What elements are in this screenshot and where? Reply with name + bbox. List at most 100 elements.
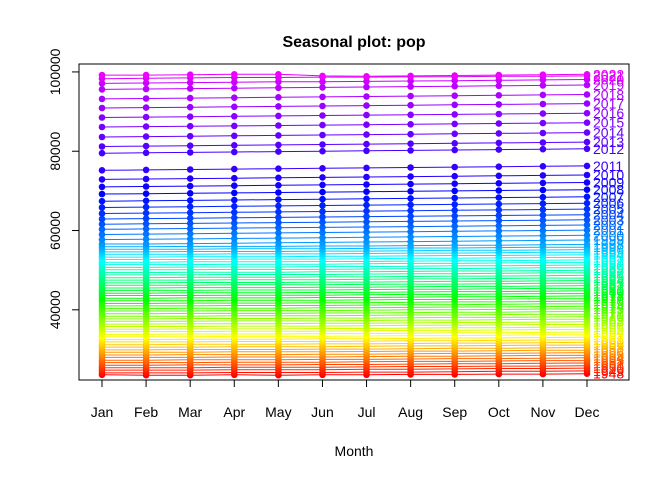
data-point-2014-Sep bbox=[451, 130, 459, 138]
series-line-1968 bbox=[102, 321, 588, 325]
data-point-1999-Apr bbox=[231, 239, 238, 247]
data-point-2011-Jun bbox=[319, 165, 326, 172]
data-point-2009-Apr bbox=[231, 182, 238, 189]
series-line-2008 bbox=[101, 189, 588, 195]
series-line-1960 bbox=[102, 341, 588, 346]
year-label-1961: 1961 bbox=[593, 332, 624, 348]
series-line-1954 bbox=[102, 357, 588, 361]
year-label-1965: 1965 bbox=[593, 322, 624, 338]
data-point-2010-Feb bbox=[142, 175, 150, 183]
data-point-2016-Apr bbox=[231, 113, 238, 120]
data-point-2011-Jan bbox=[98, 167, 106, 174]
data-point-2010-Dec bbox=[583, 171, 591, 179]
data-point-2014-Mar bbox=[186, 132, 194, 140]
data-point-2019-Apr bbox=[231, 84, 238, 92]
year-label-1999: 1999 bbox=[593, 232, 624, 248]
data-point-2020-Jan bbox=[98, 80, 106, 87]
data-point-2015-Oct bbox=[495, 120, 503, 127]
data-point-2008-Sep bbox=[451, 187, 459, 195]
series-line-1955 bbox=[102, 354, 587, 358]
x-tick-label-Jan: Jan bbox=[91, 404, 114, 420]
year-label-1966: 1966 bbox=[593, 319, 624, 335]
data-point-2016-Jun bbox=[319, 112, 326, 119]
data-point-2015-Nov bbox=[539, 119, 547, 127]
series-line-1965 bbox=[102, 329, 587, 333]
data-point-2007-Sep bbox=[451, 194, 459, 202]
data-point-2006-Jun bbox=[319, 202, 326, 209]
data-point-2014-May bbox=[275, 132, 282, 139]
data-point-2006-Nov bbox=[539, 200, 547, 207]
data-point-2004-May bbox=[275, 214, 282, 221]
data-point-2000-Jun bbox=[319, 234, 326, 241]
x-tick-label-Sep: Sep bbox=[442, 404, 467, 420]
data-point-2005-Mar bbox=[186, 209, 194, 216]
data-point-2019-Jun bbox=[319, 84, 326, 91]
data-point-1999-Nov bbox=[539, 237, 547, 244]
data-point-2007-Feb bbox=[142, 197, 150, 205]
series-line-1992 bbox=[102, 259, 588, 263]
series-line-1998 bbox=[102, 243, 588, 248]
data-point-2015-Dec bbox=[583, 119, 591, 126]
data-point-2013-Dec bbox=[583, 138, 591, 146]
data-point-2010-Oct bbox=[495, 172, 503, 180]
data-point-2016-Nov bbox=[539, 110, 547, 117]
data-point-2022-Oct bbox=[495, 71, 503, 79]
series-line-2001 bbox=[101, 229, 588, 235]
series-points bbox=[98, 71, 591, 379]
series-line-2000 bbox=[101, 234, 588, 241]
data-point-2012-Aug bbox=[407, 147, 414, 154]
data-point-2009-Aug bbox=[407, 180, 414, 188]
series-line-1972 bbox=[102, 310, 588, 315]
data-point-2019-May bbox=[275, 84, 282, 92]
series-line-1969 bbox=[102, 318, 587, 322]
data-point-2017-Oct bbox=[495, 101, 503, 108]
x-tick-label-Jul: Jul bbox=[358, 404, 376, 420]
data-point-2014-Feb bbox=[142, 133, 150, 140]
data-point-2003-Mar bbox=[186, 220, 194, 227]
data-point-2009-Jun bbox=[319, 181, 326, 189]
data-point-2012-Nov bbox=[539, 145, 547, 153]
year-label-2007: 2007 bbox=[593, 189, 624, 205]
data-point-2010-Nov bbox=[539, 172, 547, 179]
series-line-1990 bbox=[102, 264, 588, 268]
data-point-2011-Nov bbox=[539, 163, 547, 170]
series-line-2003 bbox=[101, 219, 588, 225]
data-point-2002-Sep bbox=[451, 222, 459, 230]
x-tick-label-Mar: Mar bbox=[178, 404, 202, 420]
series-line-1948 bbox=[101, 373, 588, 376]
year-label-2014: 2014 bbox=[593, 125, 624, 141]
data-point-2011-Sep bbox=[451, 163, 459, 171]
series-line-2002 bbox=[101, 224, 588, 230]
data-point-2010-Aug bbox=[407, 173, 414, 180]
data-point-2013-Aug bbox=[407, 140, 414, 147]
data-point-2001-Feb bbox=[142, 230, 150, 238]
data-point-2019-Feb bbox=[142, 85, 150, 93]
series-line-2019 bbox=[101, 84, 588, 90]
data-point-2015-Aug bbox=[407, 121, 414, 128]
data-point-1999-Sep bbox=[451, 237, 459, 245]
data-point-2018-Sep bbox=[451, 92, 459, 99]
data-point-2008-Apr bbox=[231, 189, 238, 197]
year-label-2010: 2010 bbox=[593, 167, 624, 183]
data-point-2012-Jan bbox=[98, 149, 106, 157]
data-point-2009-Nov bbox=[539, 179, 547, 187]
data-point-2011-Apr bbox=[231, 165, 238, 173]
year-label-1986: 1986 bbox=[593, 267, 624, 283]
data-point-2004-Feb bbox=[142, 215, 150, 222]
series-line-1957 bbox=[102, 349, 587, 353]
data-point-2015-Jun bbox=[319, 121, 326, 129]
year-label-1962: 1962 bbox=[593, 329, 624, 345]
data-point-2014-Jul bbox=[363, 131, 370, 138]
data-point-2006-Sep bbox=[451, 201, 459, 208]
data-point-2019-Mar bbox=[186, 85, 194, 92]
data-point-2011-Aug bbox=[407, 164, 414, 171]
data-point-2017-Apr bbox=[231, 103, 238, 111]
data-point-2007-Apr bbox=[231, 196, 238, 204]
data-point-2012-Jun bbox=[319, 147, 326, 155]
year-label-2003: 2003 bbox=[593, 212, 624, 228]
data-point-2010-Jul bbox=[363, 173, 370, 181]
year-label-2019: 2019 bbox=[593, 77, 624, 93]
data-point-2014-Apr bbox=[231, 132, 238, 140]
data-point-2018-May bbox=[275, 94, 282, 101]
